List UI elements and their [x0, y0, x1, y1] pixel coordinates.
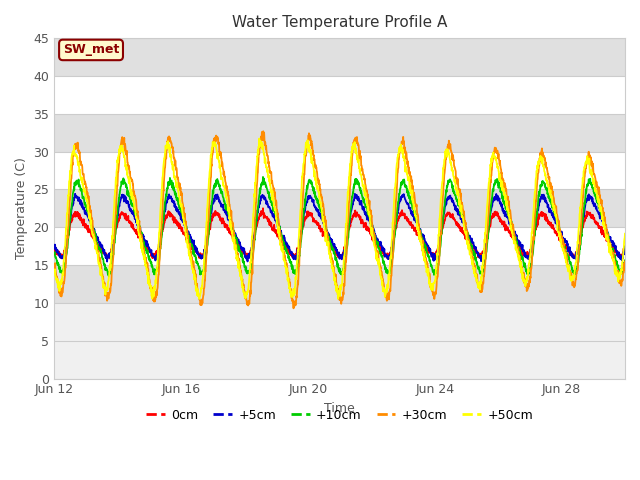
Y-axis label: Temperature (C): Temperature (C)	[15, 157, 28, 259]
Title: Water Temperature Profile A: Water Temperature Profile A	[232, 15, 447, 30]
Bar	[54, 303, 625, 379]
Text: SW_met: SW_met	[63, 43, 119, 57]
X-axis label: Time: Time	[324, 402, 355, 415]
Bar	[54, 114, 625, 152]
Bar	[54, 38, 625, 76]
Bar	[54, 265, 625, 303]
Bar	[54, 190, 625, 227]
Legend: 0cm, +5cm, +10cm, +30cm, +50cm: 0cm, +5cm, +10cm, +30cm, +50cm	[141, 404, 538, 427]
